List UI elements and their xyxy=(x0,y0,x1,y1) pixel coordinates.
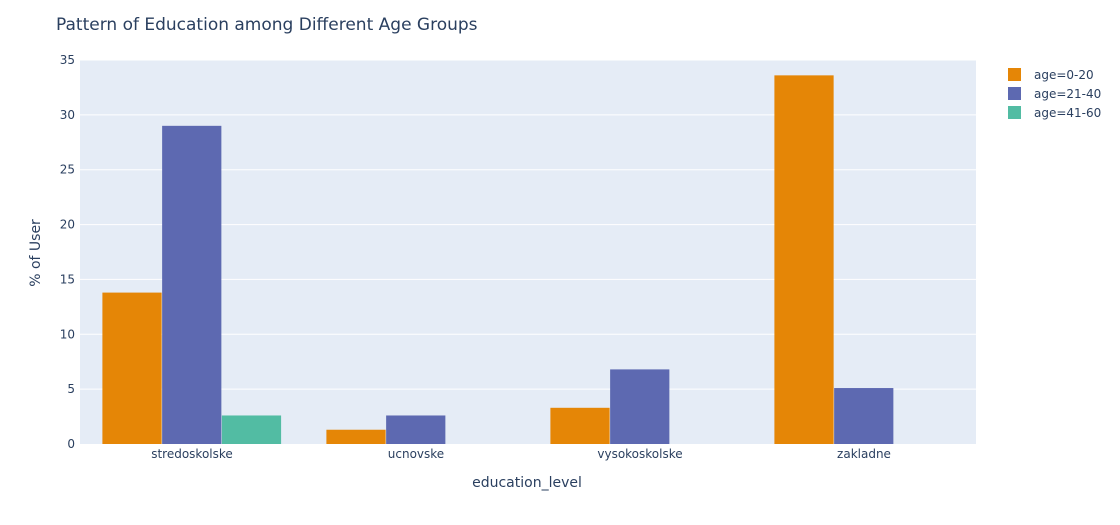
legend-item[interactable]: age=41-60 xyxy=(1008,106,1101,120)
y-tick-label: 10 xyxy=(60,327,75,341)
y-tick-label: 0 xyxy=(67,437,75,451)
x-tick-label: ucnovske xyxy=(388,447,444,461)
y-tick-label: 5 xyxy=(67,382,75,396)
legend-swatch xyxy=(1008,87,1021,100)
bar[interactable] xyxy=(834,388,894,444)
bar[interactable] xyxy=(550,407,610,444)
legend-label: age=0-20 xyxy=(1034,68,1094,82)
bar[interactable] xyxy=(774,75,834,445)
x-tick-labels: stredoskolske ucnovske vysokoskolske zaklad… xyxy=(151,447,891,461)
legend-label: age=21-40 xyxy=(1034,87,1101,101)
bar[interactable] xyxy=(610,369,670,444)
chart-title: Pattern of Education among Different Age… xyxy=(56,15,478,35)
x-tick-label: vysokoskolske xyxy=(597,447,682,461)
y-tick-label: 30 xyxy=(60,108,75,122)
bar[interactable] xyxy=(102,292,162,444)
y-tick-labels: 0 5 10 15 20 25 30 35 xyxy=(60,53,75,451)
bars xyxy=(102,75,894,445)
legend-item[interactable]: age=21-40 xyxy=(1008,87,1101,101)
bar[interactable] xyxy=(386,415,446,444)
bar[interactable] xyxy=(326,429,386,444)
bar[interactable] xyxy=(162,125,222,444)
y-axis-title: % of User xyxy=(28,219,44,287)
legend-label: age=41-60 xyxy=(1034,106,1101,120)
y-tick-label: 20 xyxy=(60,218,75,232)
y-tick-label: 35 xyxy=(60,53,75,67)
y-tick-label: 15 xyxy=(60,272,75,286)
y-tick-label: 25 xyxy=(60,163,75,177)
x-axis-title: education_level xyxy=(472,475,582,491)
legend-swatch xyxy=(1008,106,1021,119)
legend-item[interactable]: age=0-20 xyxy=(1008,68,1094,82)
x-tick-label: zakladne xyxy=(837,447,891,461)
legend-swatch xyxy=(1008,68,1021,81)
x-tick-label: stredoskolske xyxy=(151,447,233,461)
bar[interactable] xyxy=(221,415,282,444)
legend[interactable]: age=0-20 age=21-40 age=41-60 xyxy=(1008,68,1101,120)
